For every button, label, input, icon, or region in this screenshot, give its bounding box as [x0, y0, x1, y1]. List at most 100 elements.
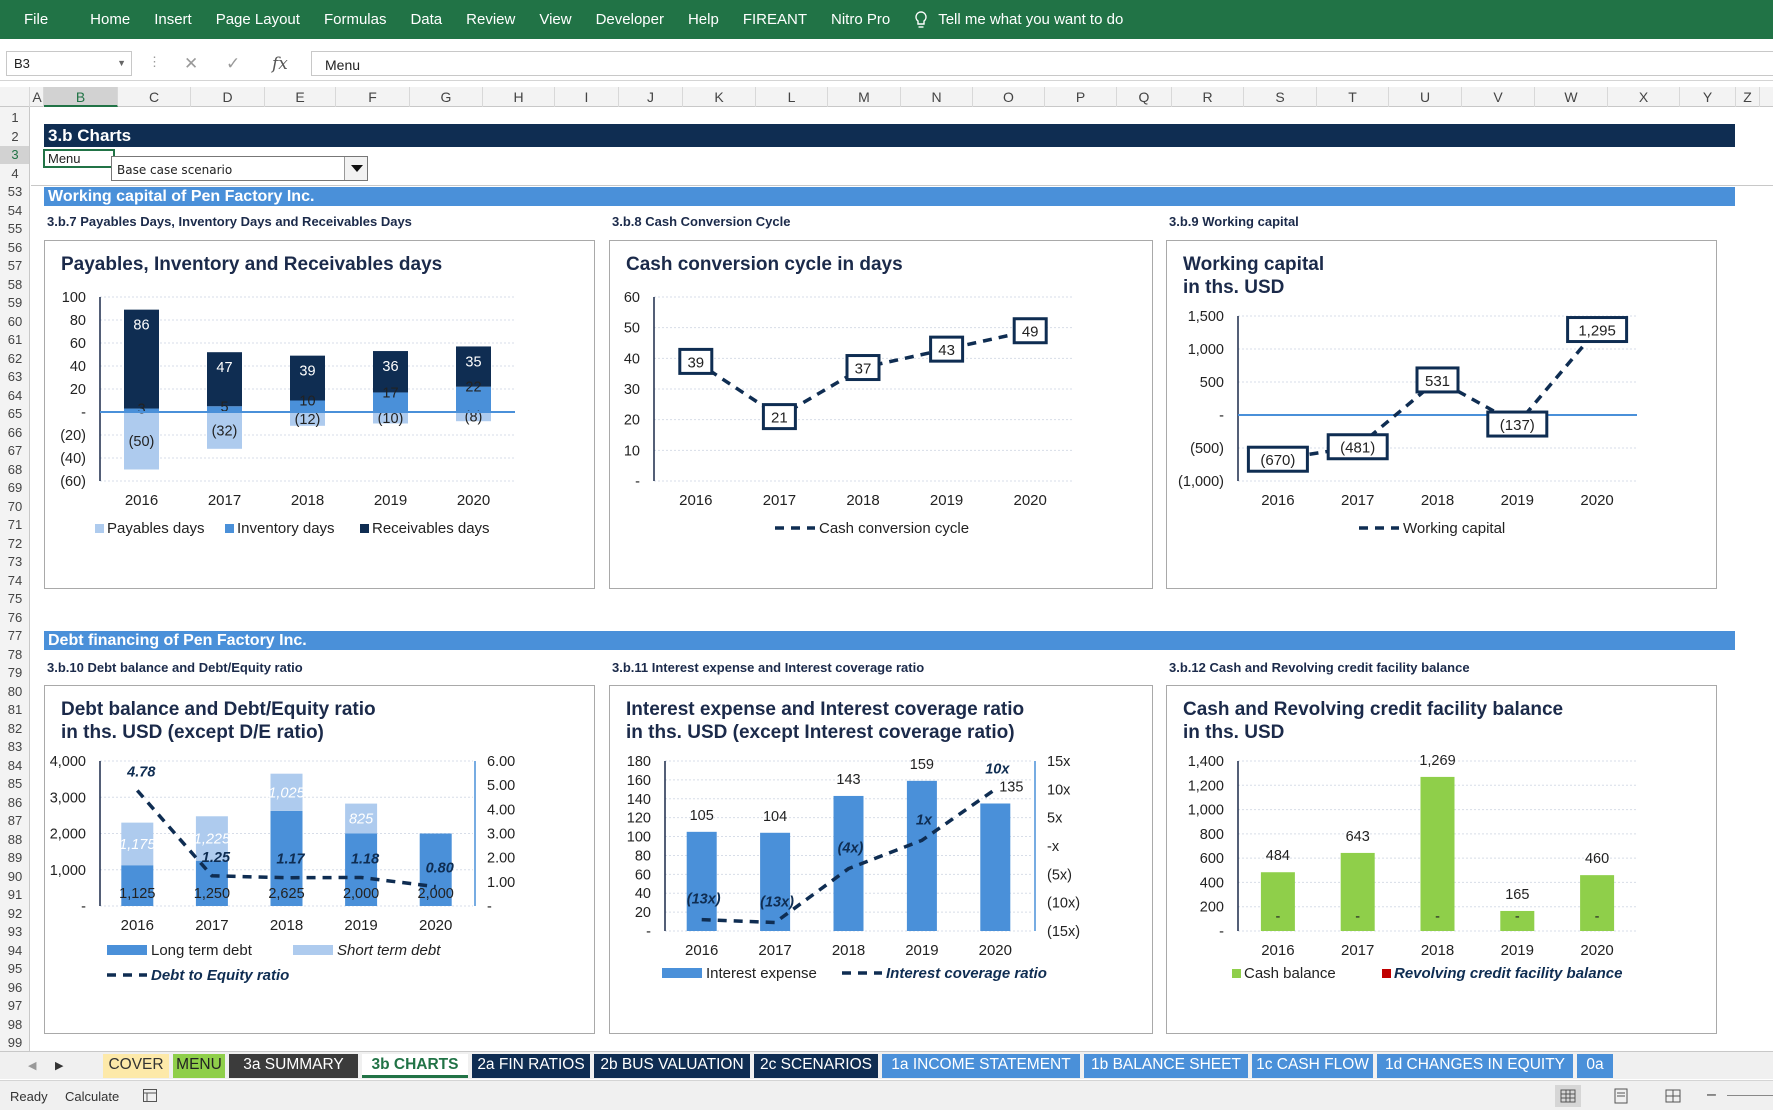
- column-header-t[interactable]: T: [1317, 87, 1389, 107]
- column-header-v[interactable]: V: [1462, 87, 1535, 107]
- sheet-tab-1c-cash-flow[interactable]: 1c CASH FLOW: [1252, 1054, 1373, 1078]
- column-header-p[interactable]: P: [1045, 87, 1117, 107]
- column-header-d[interactable]: D: [191, 87, 265, 107]
- macro-record-icon[interactable]: [143, 1089, 157, 1102]
- column-header-g[interactable]: G: [410, 87, 483, 107]
- row-header-57[interactable]: 57: [7, 258, 23, 273]
- row-header-75[interactable]: 75: [7, 591, 23, 606]
- row-header-56[interactable]: 56: [7, 239, 23, 255]
- row-header-54[interactable]: 54: [7, 202, 23, 218]
- column-header-x[interactable]: X: [1608, 87, 1680, 107]
- chart-interest-expense[interactable]: - 20 40 60 80 100 120 140 160 180 (15x) (10x) (5x) -x…: [609, 685, 1153, 1034]
- row-header-62[interactable]: 62: [7, 350, 23, 366]
- row-header-79[interactable]: 79: [7, 665, 23, 680]
- row-header-1[interactable]: 1: [11, 110, 19, 125]
- ribbon-tab-file[interactable]: File: [24, 11, 49, 28]
- chart-working-capital[interactable]: (1,000) (500) - 500 1,000 1,500 2016 2017 2018 20…: [1166, 240, 1717, 589]
- page-break-view-button[interactable]: [1660, 1085, 1686, 1107]
- row-header-91[interactable]: 91: [7, 887, 23, 902]
- row-header-3[interactable]: 3: [0, 146, 29, 164]
- chart-payables-inventory-receivables[interactable]: (60) (40) (20) - 20 40 60 80 100 2016 2017 2018 2019…: [44, 240, 595, 589]
- column-header-n[interactable]: N: [901, 87, 973, 107]
- row-header-60[interactable]: 60: [7, 313, 23, 329]
- row-header-96[interactable]: 96: [7, 979, 23, 995]
- sheet-tab-menu[interactable]: MENU: [173, 1054, 225, 1078]
- normal-view-button[interactable]: [1555, 1085, 1581, 1107]
- ribbon-tab-data[interactable]: Data: [410, 11, 443, 28]
- row-header-81[interactable]: 81: [7, 702, 23, 717]
- chevron-down-icon[interactable]: ▼: [117, 58, 126, 68]
- row-header-90[interactable]: 90: [7, 868, 23, 884]
- chart-cash-revolving-credit[interactable]: - 200 400 600 800 1,000 1,200 1,400 2016 2017 2018…: [1166, 685, 1717, 1034]
- column-header-a[interactable]: A: [31, 87, 44, 107]
- row-header-4[interactable]: 4: [11, 165, 19, 181]
- row-header-73[interactable]: 73: [7, 554, 23, 569]
- sheet-tab-3b-charts[interactable]: 3b CHARTS: [362, 1054, 468, 1078]
- scenario-dropdown[interactable]: Base case scenario: [111, 156, 368, 181]
- row-header-83[interactable]: 83: [7, 739, 23, 754]
- row-header-69[interactable]: 69: [7, 480, 23, 495]
- column-header-l[interactable]: L: [756, 87, 828, 107]
- row-header-85[interactable]: 85: [7, 776, 23, 791]
- tab-scroll-left-icon[interactable]: ◀: [28, 1060, 37, 1072]
- row-header-87[interactable]: 87: [7, 813, 23, 828]
- sheet-tab-1b-balance-sheet[interactable]: 1b BALANCE SHEET: [1084, 1054, 1248, 1078]
- row-header-2[interactable]: 2: [11, 128, 19, 144]
- row-header-76[interactable]: 76: [7, 609, 23, 625]
- tell-me-search[interactable]: Tell me what you want to do: [914, 10, 1123, 30]
- row-header-77[interactable]: 77: [7, 628, 23, 643]
- page-layout-view-button[interactable]: [1608, 1085, 1634, 1107]
- row-header-71[interactable]: 71: [7, 517, 23, 532]
- column-header-y[interactable]: Y: [1680, 87, 1736, 107]
- column-header-h[interactable]: H: [483, 87, 555, 107]
- column-header-e[interactable]: E: [265, 87, 336, 107]
- formula-input[interactable]: Menu: [311, 51, 1773, 76]
- chart-cash-conversion-cycle[interactable]: - 10 20 30 40 50 60 2016 2017 2018 2019 2020 39 21 37 4…: [609, 240, 1153, 589]
- row-header-64[interactable]: 64: [7, 387, 23, 403]
- column-header-k[interactable]: K: [683, 87, 756, 107]
- row-header-65[interactable]: 65: [7, 406, 23, 421]
- sheet-tab-2a-fin-ratios[interactable]: 2a FIN RATIOS: [472, 1054, 590, 1078]
- status-calculate[interactable]: Calculate: [65, 1089, 120, 1104]
- confirm-icon[interactable]: ✓: [226, 54, 241, 73]
- row-header-95[interactable]: 95: [7, 961, 23, 976]
- row-header-67[interactable]: 67: [7, 443, 23, 458]
- column-header-c[interactable]: C: [118, 87, 191, 107]
- dropdown-arrow-icon[interactable]: [344, 157, 367, 180]
- name-box[interactable]: B3 ▼: [6, 51, 132, 76]
- row-header-53[interactable]: 53: [7, 184, 23, 199]
- row-header-84[interactable]: 84: [7, 757, 23, 773]
- column-header-q[interactable]: Q: [1117, 87, 1172, 107]
- row-header-93[interactable]: 93: [7, 924, 23, 939]
- sheet-tab-0a[interactable]: 0a: [1577, 1054, 1613, 1078]
- ribbon-tab-page-layout[interactable]: Page Layout: [215, 11, 300, 28]
- sheet-area[interactable]: 3.b Charts Menu Base case scenario Worki…: [31, 107, 1773, 1051]
- ribbon-tab-nitro-pro[interactable]: Nitro Pro: [831, 11, 891, 28]
- row-header-68[interactable]: 68: [7, 461, 23, 477]
- row-header-82[interactable]: 82: [7, 720, 23, 736]
- row-header-70[interactable]: 70: [7, 498, 23, 514]
- select-all-corner[interactable]: [0, 87, 30, 107]
- row-header-63[interactable]: 63: [7, 369, 23, 384]
- sheet-tab-2b-bus-valuation[interactable]: 2b BUS VALUATION: [594, 1054, 750, 1078]
- function-icon[interactable]: fx: [272, 54, 288, 74]
- row-header-72[interactable]: 72: [7, 535, 23, 551]
- ribbon-tab-insert[interactable]: Insert: [154, 11, 192, 28]
- zoom-slider[interactable]: [1727, 1095, 1773, 1096]
- column-header-f[interactable]: F: [336, 87, 410, 107]
- zoom-out-button[interactable]: –: [1707, 1086, 1716, 1103]
- column-header-w[interactable]: W: [1535, 87, 1608, 107]
- menu-cell[interactable]: Menu: [43, 149, 115, 168]
- sheet-tab-1d-changes-in-equity[interactable]: 1d CHANGES IN EQUITY: [1377, 1054, 1573, 1078]
- row-header-78[interactable]: 78: [7, 646, 23, 662]
- row-header-80[interactable]: 80: [7, 683, 23, 699]
- ribbon-tab-view[interactable]: View: [539, 11, 572, 28]
- column-header-b[interactable]: B: [44, 87, 118, 107]
- sheet-tab-1a-income-statement[interactable]: 1a INCOME STATEMENT: [882, 1054, 1080, 1078]
- ribbon-tab-fireant[interactable]: FIREANT: [742, 11, 807, 28]
- row-header-88[interactable]: 88: [7, 831, 23, 847]
- row-header-92[interactable]: 92: [7, 905, 23, 921]
- row-header-94[interactable]: 94: [7, 942, 23, 958]
- row-header-66[interactable]: 66: [7, 424, 23, 440]
- row-header-98[interactable]: 98: [7, 1016, 23, 1032]
